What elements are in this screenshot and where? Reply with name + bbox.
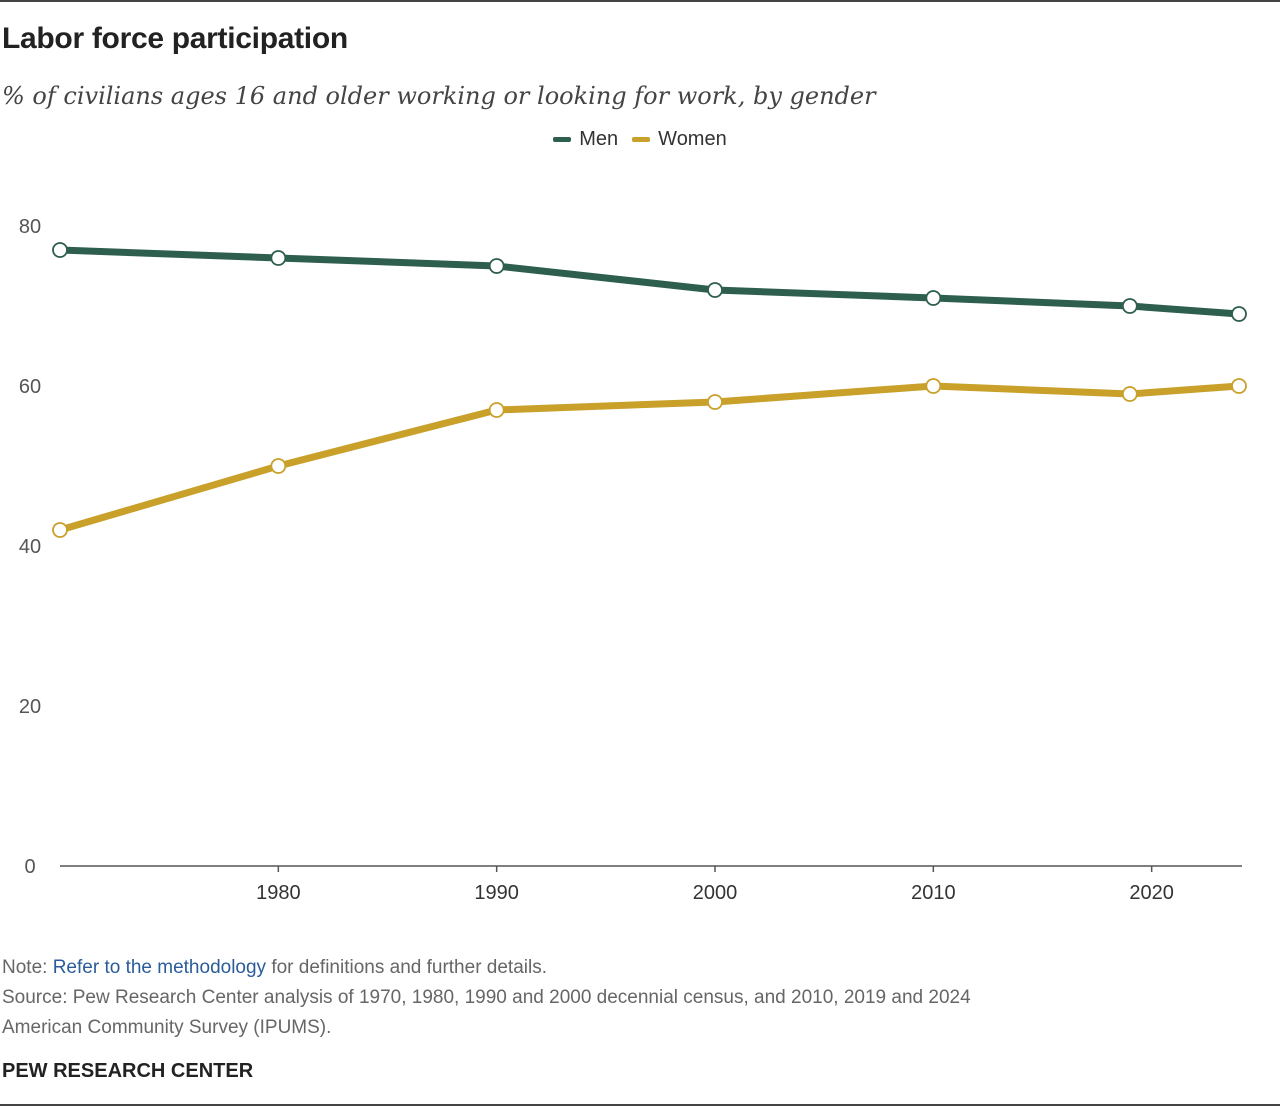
data-point-men-1990 [488,258,505,274]
y-tick-label: 40 [19,536,41,558]
data-point-men-2010 [925,290,942,306]
x-tick-label: 2010 [911,882,956,904]
legend-item-men: Men [553,128,618,151]
top-rule [0,0,1280,2]
data-point-women-2010 [925,378,942,394]
legend-label-women: Women [658,128,727,150]
data-point-men-1970 [52,242,68,258]
y-tick-label: 20 [19,696,41,718]
chart-title: Labor force participation [2,22,348,55]
chart-subtitle: % of civilians ages 16 and older working… [2,82,876,110]
source-line-2: American Community Survey (IPUMS). [2,1017,332,1038]
data-point-women-1970 [52,522,68,538]
x-tick-label: 2020 [1129,882,1174,904]
source-line-1: Source: Pew Research Center analysis of … [2,987,971,1008]
data-point-men-2000 [707,282,723,298]
x-tick-label: 1990 [474,882,519,904]
note-suffix: for definitions and further details. [266,957,547,978]
methodology-link[interactable]: Refer to the methodology [52,957,267,978]
note-prefix: Note: [2,957,53,978]
legend-label-men: Men [579,128,619,150]
brand-logo-text: PEW RESEARCH CENTER [2,1060,254,1082]
legend-swatch-women [632,137,651,142]
y-tick-label: 60 [19,376,41,398]
legend-item-women: Women [632,128,727,151]
data-point-men-2019 [1121,298,1138,314]
data-point-women-2000 [707,394,723,410]
y-tick-label: 0 [24,856,35,878]
data-point-women-2019 [1121,386,1138,402]
series-line-men [56,246,1243,318]
x-tick-label: 2000 [693,882,738,904]
legend: Men Women [0,128,1280,151]
legend-swatch-men [553,137,572,142]
x-tick-label: 1980 [256,882,301,904]
data-point-women-1990 [488,402,505,418]
data-point-women-2024 [1231,378,1247,394]
data-point-men-1980 [270,250,287,266]
data-point-men-2024 [1231,306,1247,322]
series-line-women [56,382,1243,534]
footnote: Note: Refer to the methodology for defin… [2,953,971,1043]
y-tick-label: 80 [19,216,41,238]
data-point-women-1980 [270,458,287,474]
bottom-rule [0,1104,1280,1106]
